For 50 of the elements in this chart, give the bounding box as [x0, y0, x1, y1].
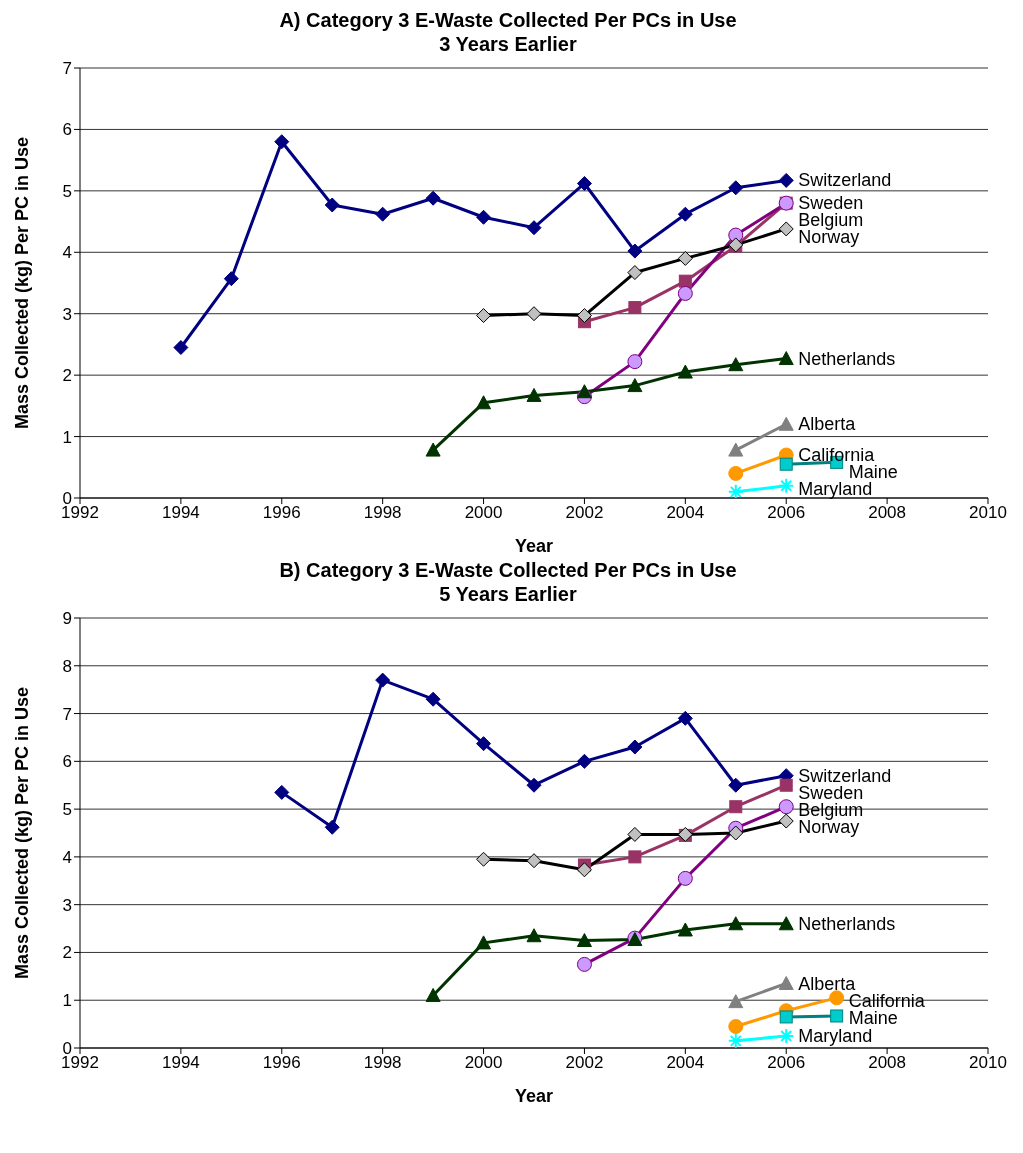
y-tick-label: 9	[62, 609, 72, 629]
x-tick-label: 2000	[464, 503, 503, 523]
x-tick-label: 2002	[565, 1053, 604, 1073]
chart-title: A) Category 3 E-Waste Collected Per PCs in Use 3 Years Earlier	[278, 8, 738, 56]
x-tick-label: 2004	[666, 1053, 705, 1073]
x-tick-label: 2004	[666, 503, 705, 523]
x-tick-label: 2000	[464, 1053, 503, 1073]
series-label: Maine	[848, 462, 898, 482]
x-tick-label: 2010	[969, 1053, 1007, 1073]
series-label: Switzerland	[798, 170, 892, 191]
chart-title: B) Category 3 E-Waste Collected Per PCs in Use 5 Years Earlier	[278, 558, 738, 606]
series-label: Netherlands	[798, 913, 896, 934]
x-tick-label: 1998	[363, 1053, 402, 1073]
series-label: California	[798, 445, 876, 465]
x-tick-label: 1994	[161, 503, 200, 523]
series-label: Maryland	[798, 1026, 873, 1047]
x-axis-title: Year	[514, 536, 554, 556]
x-tick-label: 2002	[565, 503, 604, 523]
series-label: Alberta	[798, 414, 857, 435]
x-tick-label: 1994	[161, 1053, 200, 1073]
series-label: Maryland	[798, 479, 873, 499]
x-tick-label: 2008	[868, 1053, 907, 1073]
x-tick-label: 1996	[262, 503, 301, 523]
series-label: Alberta	[798, 973, 857, 994]
x-axis-title: Year	[514, 1086, 554, 1106]
x-tick-label: 2008	[868, 503, 907, 523]
y-tick-label: 2	[62, 366, 72, 386]
y-tick-label: 5	[62, 181, 72, 201]
x-tick-label: 1998	[363, 503, 402, 523]
x-tick-label: 2010	[969, 503, 1007, 523]
y-tick-label: 8	[62, 656, 72, 676]
y-tick-label: 2	[62, 943, 72, 963]
y-tick-label: 7	[62, 59, 72, 79]
y-tick-label: 4	[62, 243, 72, 263]
x-tick-label: 2006	[767, 1053, 806, 1073]
y-tick-label: 4	[62, 847, 72, 867]
series-label: Maine	[848, 1007, 898, 1028]
y-tick-label: 1	[62, 991, 72, 1011]
y-tick-label: 1	[62, 427, 72, 447]
y-tick-label: 6	[62, 752, 72, 772]
y-tick-label: 6	[62, 120, 72, 140]
x-tick-label: 1996	[262, 1053, 301, 1073]
y-tick-label: 5	[62, 800, 72, 820]
y-tick-label: 7	[62, 704, 72, 724]
y-tick-label: 3	[62, 895, 72, 915]
series-label: Netherlands	[798, 348, 896, 369]
y-tick-label: 3	[62, 304, 72, 324]
y-axis-title: Mass Collected (kg) Per PC in Use	[12, 136, 33, 430]
y-axis-title: Mass Collected (kg) Per PC in Use	[12, 686, 33, 980]
x-tick-label: 2006	[767, 503, 806, 523]
